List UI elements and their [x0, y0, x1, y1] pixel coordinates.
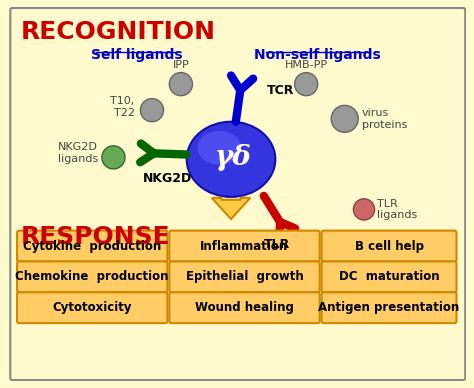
- Circle shape: [102, 146, 125, 169]
- Ellipse shape: [187, 122, 275, 197]
- Text: T10,
T22: T10, T22: [110, 97, 135, 118]
- FancyBboxPatch shape: [169, 262, 319, 292]
- Text: Antigen presentation: Antigen presentation: [319, 301, 460, 314]
- FancyBboxPatch shape: [321, 292, 456, 323]
- Circle shape: [354, 199, 374, 220]
- Text: virus
proteins: virus proteins: [362, 108, 408, 130]
- FancyBboxPatch shape: [17, 230, 167, 262]
- Circle shape: [169, 73, 192, 96]
- Text: TLR
ligands: TLR ligands: [377, 199, 418, 220]
- Text: NKG2D
ligands: NKG2D ligands: [58, 142, 98, 164]
- Text: Non-self ligands: Non-self ligands: [255, 48, 381, 62]
- Circle shape: [140, 99, 164, 122]
- Text: Cytokine  production: Cytokine production: [23, 239, 161, 253]
- Text: Inflammation: Inflammation: [201, 239, 289, 253]
- Text: Cytotoxicity: Cytotoxicity: [53, 301, 132, 314]
- Text: NKG2D: NKG2D: [143, 172, 192, 185]
- Text: TLR: TLR: [264, 238, 291, 251]
- Text: Chemokine  production: Chemokine production: [16, 270, 169, 283]
- Text: RECOGNITION: RECOGNITION: [21, 19, 216, 43]
- Text: Self ligands: Self ligands: [91, 48, 182, 62]
- FancyBboxPatch shape: [169, 292, 319, 323]
- FancyBboxPatch shape: [321, 262, 456, 292]
- Circle shape: [295, 73, 318, 96]
- Text: RESPONSE: RESPONSE: [21, 225, 171, 249]
- FancyArrow shape: [212, 198, 250, 219]
- Text: γδ: γδ: [215, 144, 251, 171]
- Text: DC  maturation: DC maturation: [339, 270, 439, 283]
- Text: B cell help: B cell help: [355, 239, 424, 253]
- Text: TCR: TCR: [267, 84, 294, 97]
- Ellipse shape: [198, 131, 241, 165]
- Text: Epithelial  growth: Epithelial growth: [186, 270, 303, 283]
- Text: HMB-PP: HMB-PP: [284, 60, 328, 70]
- FancyBboxPatch shape: [17, 292, 167, 323]
- FancyBboxPatch shape: [169, 230, 319, 262]
- Circle shape: [331, 105, 358, 132]
- Text: Wound healing: Wound healing: [195, 301, 294, 314]
- FancyBboxPatch shape: [10, 8, 465, 380]
- Text: IPP: IPP: [173, 60, 189, 70]
- FancyBboxPatch shape: [321, 230, 456, 262]
- FancyBboxPatch shape: [17, 262, 167, 292]
